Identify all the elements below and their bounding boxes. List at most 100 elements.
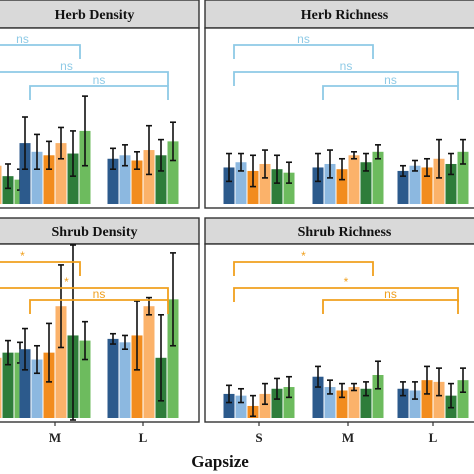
bar: [433, 381, 445, 418]
bar: [324, 387, 336, 418]
significance-label: ns: [384, 73, 397, 87]
bar: [360, 162, 372, 204]
bar: [312, 376, 324, 418]
bar: [421, 167, 433, 204]
bar: [79, 130, 91, 204]
bar: [283, 172, 295, 204]
bar: [131, 160, 143, 204]
bar: [223, 167, 235, 204]
significance-label: ns: [340, 59, 353, 73]
facet-strip: [0, 217, 200, 245]
facet-strip: [204, 217, 474, 245]
bar: [247, 170, 259, 204]
x-tick-label: L: [139, 430, 148, 445]
panel-2: Herb Richness ns ns ns: [204, 0, 474, 209]
facet-title: Shrub Richness: [298, 225, 392, 240]
bar: [433, 158, 445, 204]
bar: [119, 342, 131, 418]
bar: [445, 163, 457, 204]
x-tick-label: S: [255, 430, 262, 445]
bar: [235, 162, 247, 204]
bar: [55, 306, 67, 418]
facet-strip: [0, 0, 200, 29]
bar: [223, 393, 235, 418]
x-axis-title: Gapsize: [191, 452, 249, 471]
bar: [119, 155, 131, 204]
bar: [336, 169, 348, 204]
facet-title: Herb Richness: [301, 8, 389, 23]
bar: [409, 165, 421, 204]
bar: [0, 357, 2, 418]
x-tick-label: M: [49, 430, 61, 445]
significance-label: *: [301, 249, 306, 263]
bar: [143, 306, 155, 418]
facet-title: Shrub Density: [52, 225, 138, 240]
bar: [31, 151, 43, 204]
significance-bracket: [0, 287, 169, 302]
significance-bracket: [322, 299, 459, 314]
significance-label: *: [344, 275, 349, 289]
bar: [457, 380, 469, 418]
bar: [348, 155, 360, 204]
bar: [336, 390, 348, 418]
panel-4: Shrub Richness * * ns S M L: [204, 217, 474, 445]
significance-bracket: [322, 85, 459, 100]
bar: [312, 167, 324, 204]
bar: [271, 388, 283, 418]
significance-label: *: [20, 249, 25, 263]
significance-label: ns: [93, 73, 106, 87]
bar: [2, 352, 14, 418]
bar: [397, 388, 409, 418]
bar: [31, 359, 43, 418]
significance-label: ns: [93, 287, 106, 301]
bar: [271, 169, 283, 204]
bar: [324, 163, 336, 204]
significance-bracket: [233, 287, 459, 302]
bar: [457, 151, 469, 204]
bar: [348, 387, 360, 418]
bar: [79, 340, 91, 418]
panel-1: Herb Density ns ns ns: [0, 0, 200, 209]
bar: [0, 165, 2, 204]
significance-bracket: [29, 299, 169, 314]
bar: [67, 153, 79, 204]
bar: [259, 163, 271, 204]
significance-label: ns: [60, 59, 73, 73]
bar: [421, 380, 433, 418]
bar: [107, 338, 119, 418]
bar: [143, 150, 155, 204]
significance-label: ns: [384, 287, 397, 301]
bar: [409, 390, 421, 418]
bar: [372, 151, 384, 204]
bar: [360, 388, 372, 418]
significance-label: *: [64, 275, 69, 289]
bar: [131, 335, 143, 418]
significance-bracket: [0, 71, 169, 86]
bar: [55, 143, 67, 204]
bar: [397, 170, 409, 204]
significance-label: ns: [297, 32, 310, 46]
x-tick-label: L: [429, 430, 438, 445]
significance-bracket: [0, 44, 81, 59]
bar: [19, 143, 31, 204]
bar: [43, 155, 55, 204]
bar: [167, 141, 179, 204]
panels-group: Herb Density ns ns ns Herb Richness ns ns ns Shr…: [0, 0, 474, 445]
significance-bracket: [29, 85, 169, 100]
bar: [107, 158, 119, 204]
significance-bracket: [233, 44, 374, 59]
significance-bracket: [0, 261, 81, 276]
bar: [19, 349, 31, 418]
significance-label: ns: [16, 32, 29, 46]
significance-bracket: [233, 71, 459, 86]
bar: [167, 299, 179, 418]
bar: [2, 176, 14, 204]
significance-bracket: [233, 261, 374, 276]
bar: [259, 393, 271, 418]
facet-title: Herb Density: [55, 8, 135, 23]
bar: [155, 155, 167, 204]
bar: [283, 387, 295, 418]
bar: [372, 375, 384, 418]
